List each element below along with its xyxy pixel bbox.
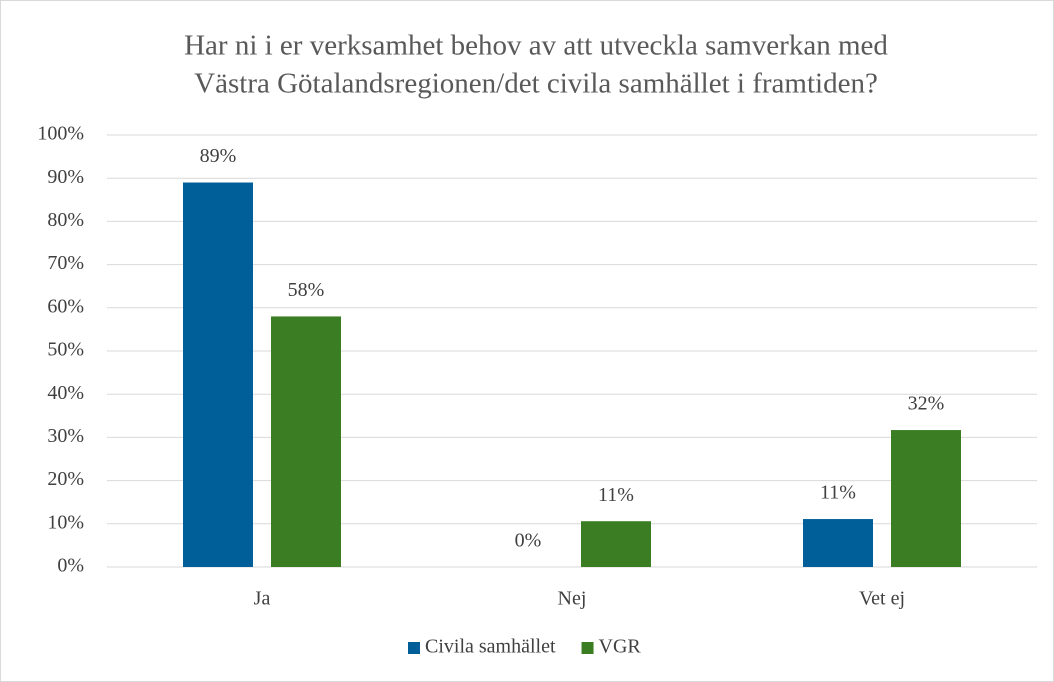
data-label: 11% (820, 482, 856, 504)
x-tick-label: Vet ej (859, 588, 905, 610)
bar (183, 182, 253, 567)
legend-swatch (581, 642, 594, 654)
data-label: 89% (200, 145, 237, 167)
bar (581, 521, 651, 567)
y-tick-label: 40% (47, 382, 84, 404)
y-tick-label: 60% (47, 295, 84, 317)
bar (271, 316, 341, 567)
y-tick-label: 30% (47, 425, 84, 447)
y-tick-label: 20% (47, 468, 84, 490)
data-label: 58% (288, 279, 325, 301)
y-tick-label: 70% (47, 252, 84, 274)
legend-label: VGR (599, 636, 642, 658)
chart-title: Västra Götalandsregionen/det civila samh… (194, 68, 878, 100)
legend-swatch (408, 642, 420, 654)
legend-label: Civila samhället (425, 636, 556, 658)
data-label: 32% (908, 393, 945, 415)
bar (803, 519, 873, 567)
y-tick-label: 0% (57, 555, 84, 577)
data-label: 11% (598, 484, 634, 506)
data-label: 0% (515, 530, 542, 552)
chart-title: Har ni i er verksamhet behov av att utve… (184, 30, 888, 62)
x-tick-label: Ja (254, 588, 271, 610)
bar (891, 430, 961, 567)
y-tick-label: 80% (47, 209, 84, 231)
y-tick-label: 50% (47, 339, 84, 361)
y-tick-label: 10% (47, 511, 84, 533)
y-tick-label: 90% (47, 166, 84, 188)
x-tick-label: Nej (558, 588, 587, 610)
y-tick-label: 100% (37, 123, 84, 145)
